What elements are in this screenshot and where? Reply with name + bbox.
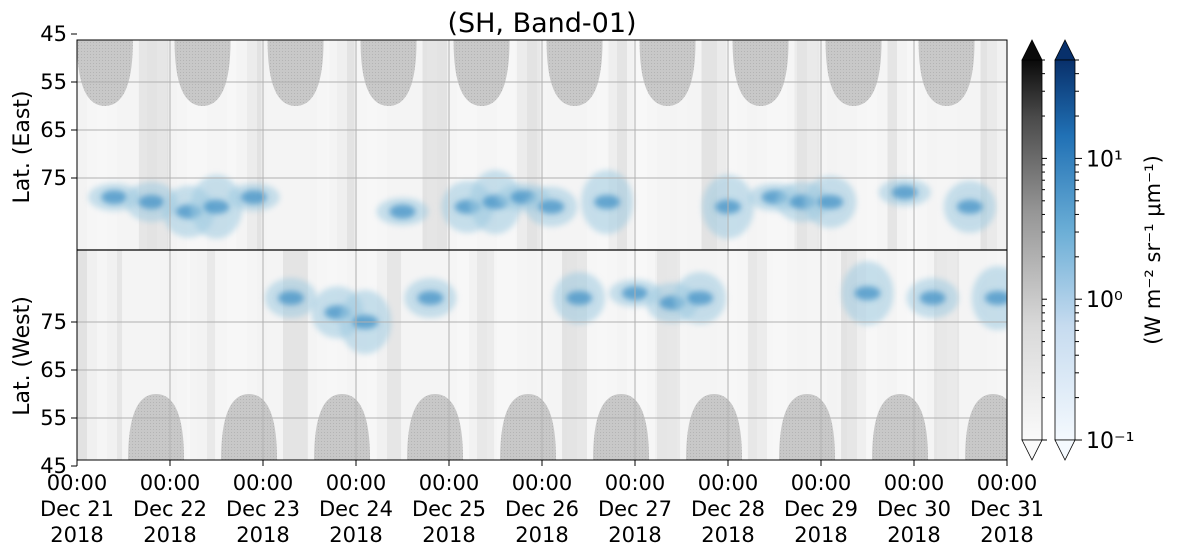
x-tick-label: Dec 26 [505,497,579,521]
x-tick-label: 2018 [236,523,289,547]
aurora-core [891,185,918,200]
aurora-core [203,199,230,214]
aurora-core [240,190,267,205]
x-tick-label: 00:00 [605,471,666,495]
colorbar-ticks: 10⁻¹ 10⁰ 10¹ [1042,59,1134,454]
no-data-mask [546,40,603,106]
no-data-mask [732,40,789,106]
colorbar-blue-extend-bottom [1054,439,1076,461]
no-data-mask [825,40,882,106]
colorbar-grey-extend-bottom [1021,439,1043,461]
y-tick-label: 65 [40,358,67,382]
aurora-core [984,291,1007,305]
colorbar-tick-label: 10¹ [1086,147,1123,172]
x-tick-label: 00:00 [884,471,945,495]
x-tick-label: 2018 [980,523,1033,547]
plot-area [77,40,1007,460]
aurora-core [538,199,565,214]
colorbar-blue-extend-top [1054,39,1076,61]
no-data-mask [918,40,975,106]
x-tick-label: Dec 28 [691,497,765,521]
x-tick-label: 2018 [143,523,196,547]
no-data-mask [360,40,417,106]
y-axis-label-west: Lat. (West) [10,296,35,416]
aurora-core [566,291,593,305]
aurora-core [138,195,165,209]
aurora-core [854,286,881,301]
no-data-mask [453,40,510,106]
x-tick-label: Dec 21 [40,497,114,521]
aurora-core [687,291,714,305]
x-tick-label: 00:00 [419,471,480,495]
y-tick-label: 65 [40,118,67,142]
x-tick-label: 2018 [515,523,568,547]
x-tick-label: 00:00 [977,471,1038,495]
x-tick-label: 2018 [329,523,382,547]
x-tick-label: Dec 22 [133,497,207,521]
x-tick-label: 2018 [887,523,940,547]
aurora-core [101,190,128,205]
x-tick-label: Dec 23 [226,497,300,521]
aurora-core [956,199,983,214]
x-tick-label: 00:00 [140,471,201,495]
x-tick-label: 2018 [608,523,661,547]
y-tick-label: 55 [40,406,67,430]
y-axis: 45 55 65 75 75 65 55 45 [40,22,77,478]
no-data-mask [267,40,324,106]
colorbar-grey-extend-top [1021,39,1043,61]
aurora-core [389,204,416,219]
aurora-core [919,291,946,305]
y-tick-label: 45 [40,454,67,478]
aurora-core [594,195,621,209]
colorbar-label: (W m⁻² sr⁻¹ μm⁻¹) [1141,155,1165,345]
x-tick-label: Dec 29 [784,497,858,521]
x-tick-label: Dec 27 [598,497,672,521]
x-tick-label: 2018 [50,523,103,547]
x-tick-label: 2018 [422,523,475,547]
x-tick-label: 00:00 [233,471,294,495]
x-tick-label: 00:00 [47,471,108,495]
aurora-core [417,291,444,305]
y-tick-label: 75 [40,310,67,334]
no-data-mask [77,40,133,106]
colorbar-grey [1021,59,1043,441]
x-tick-label: Dec 30 [877,497,951,521]
y-tick-label: 75 [40,166,67,190]
y-tick-label: 55 [40,70,67,94]
x-tick-label: 00:00 [512,471,573,495]
y-tick-label: 45 [40,22,67,46]
x-tick-label: Dec 24 [319,497,393,521]
x-tick-label: 00:00 [698,471,759,495]
x-tick-label: 2018 [701,523,754,547]
colorbar-tick-label: 10⁻¹ [1086,429,1134,454]
y-axis-label-east: Lat. (East) [10,91,35,204]
x-tick-label: Dec 25 [412,497,486,521]
colorbar-tick-label: 10⁰ [1086,288,1123,313]
x-tick-label: Dec 31 [970,497,1044,521]
chart-title: (SH, Band-01) [447,8,636,39]
no-data-mask [639,40,696,106]
colorbar: 10⁻¹ 10⁰ 10¹ (W m⁻² sr⁻¹ μm⁻¹) [1021,39,1165,461]
aurora-emission-layer [88,170,1007,354]
no-data-mask [965,394,1007,460]
colorbar-blue [1054,59,1076,441]
x-tick-label: 00:00 [326,471,387,495]
aurora-core [277,291,304,305]
aurora-core [817,195,844,209]
x-tick-label: 2018 [794,523,847,547]
x-tick-label: 00:00 [791,471,852,495]
no-data-mask [174,40,231,106]
